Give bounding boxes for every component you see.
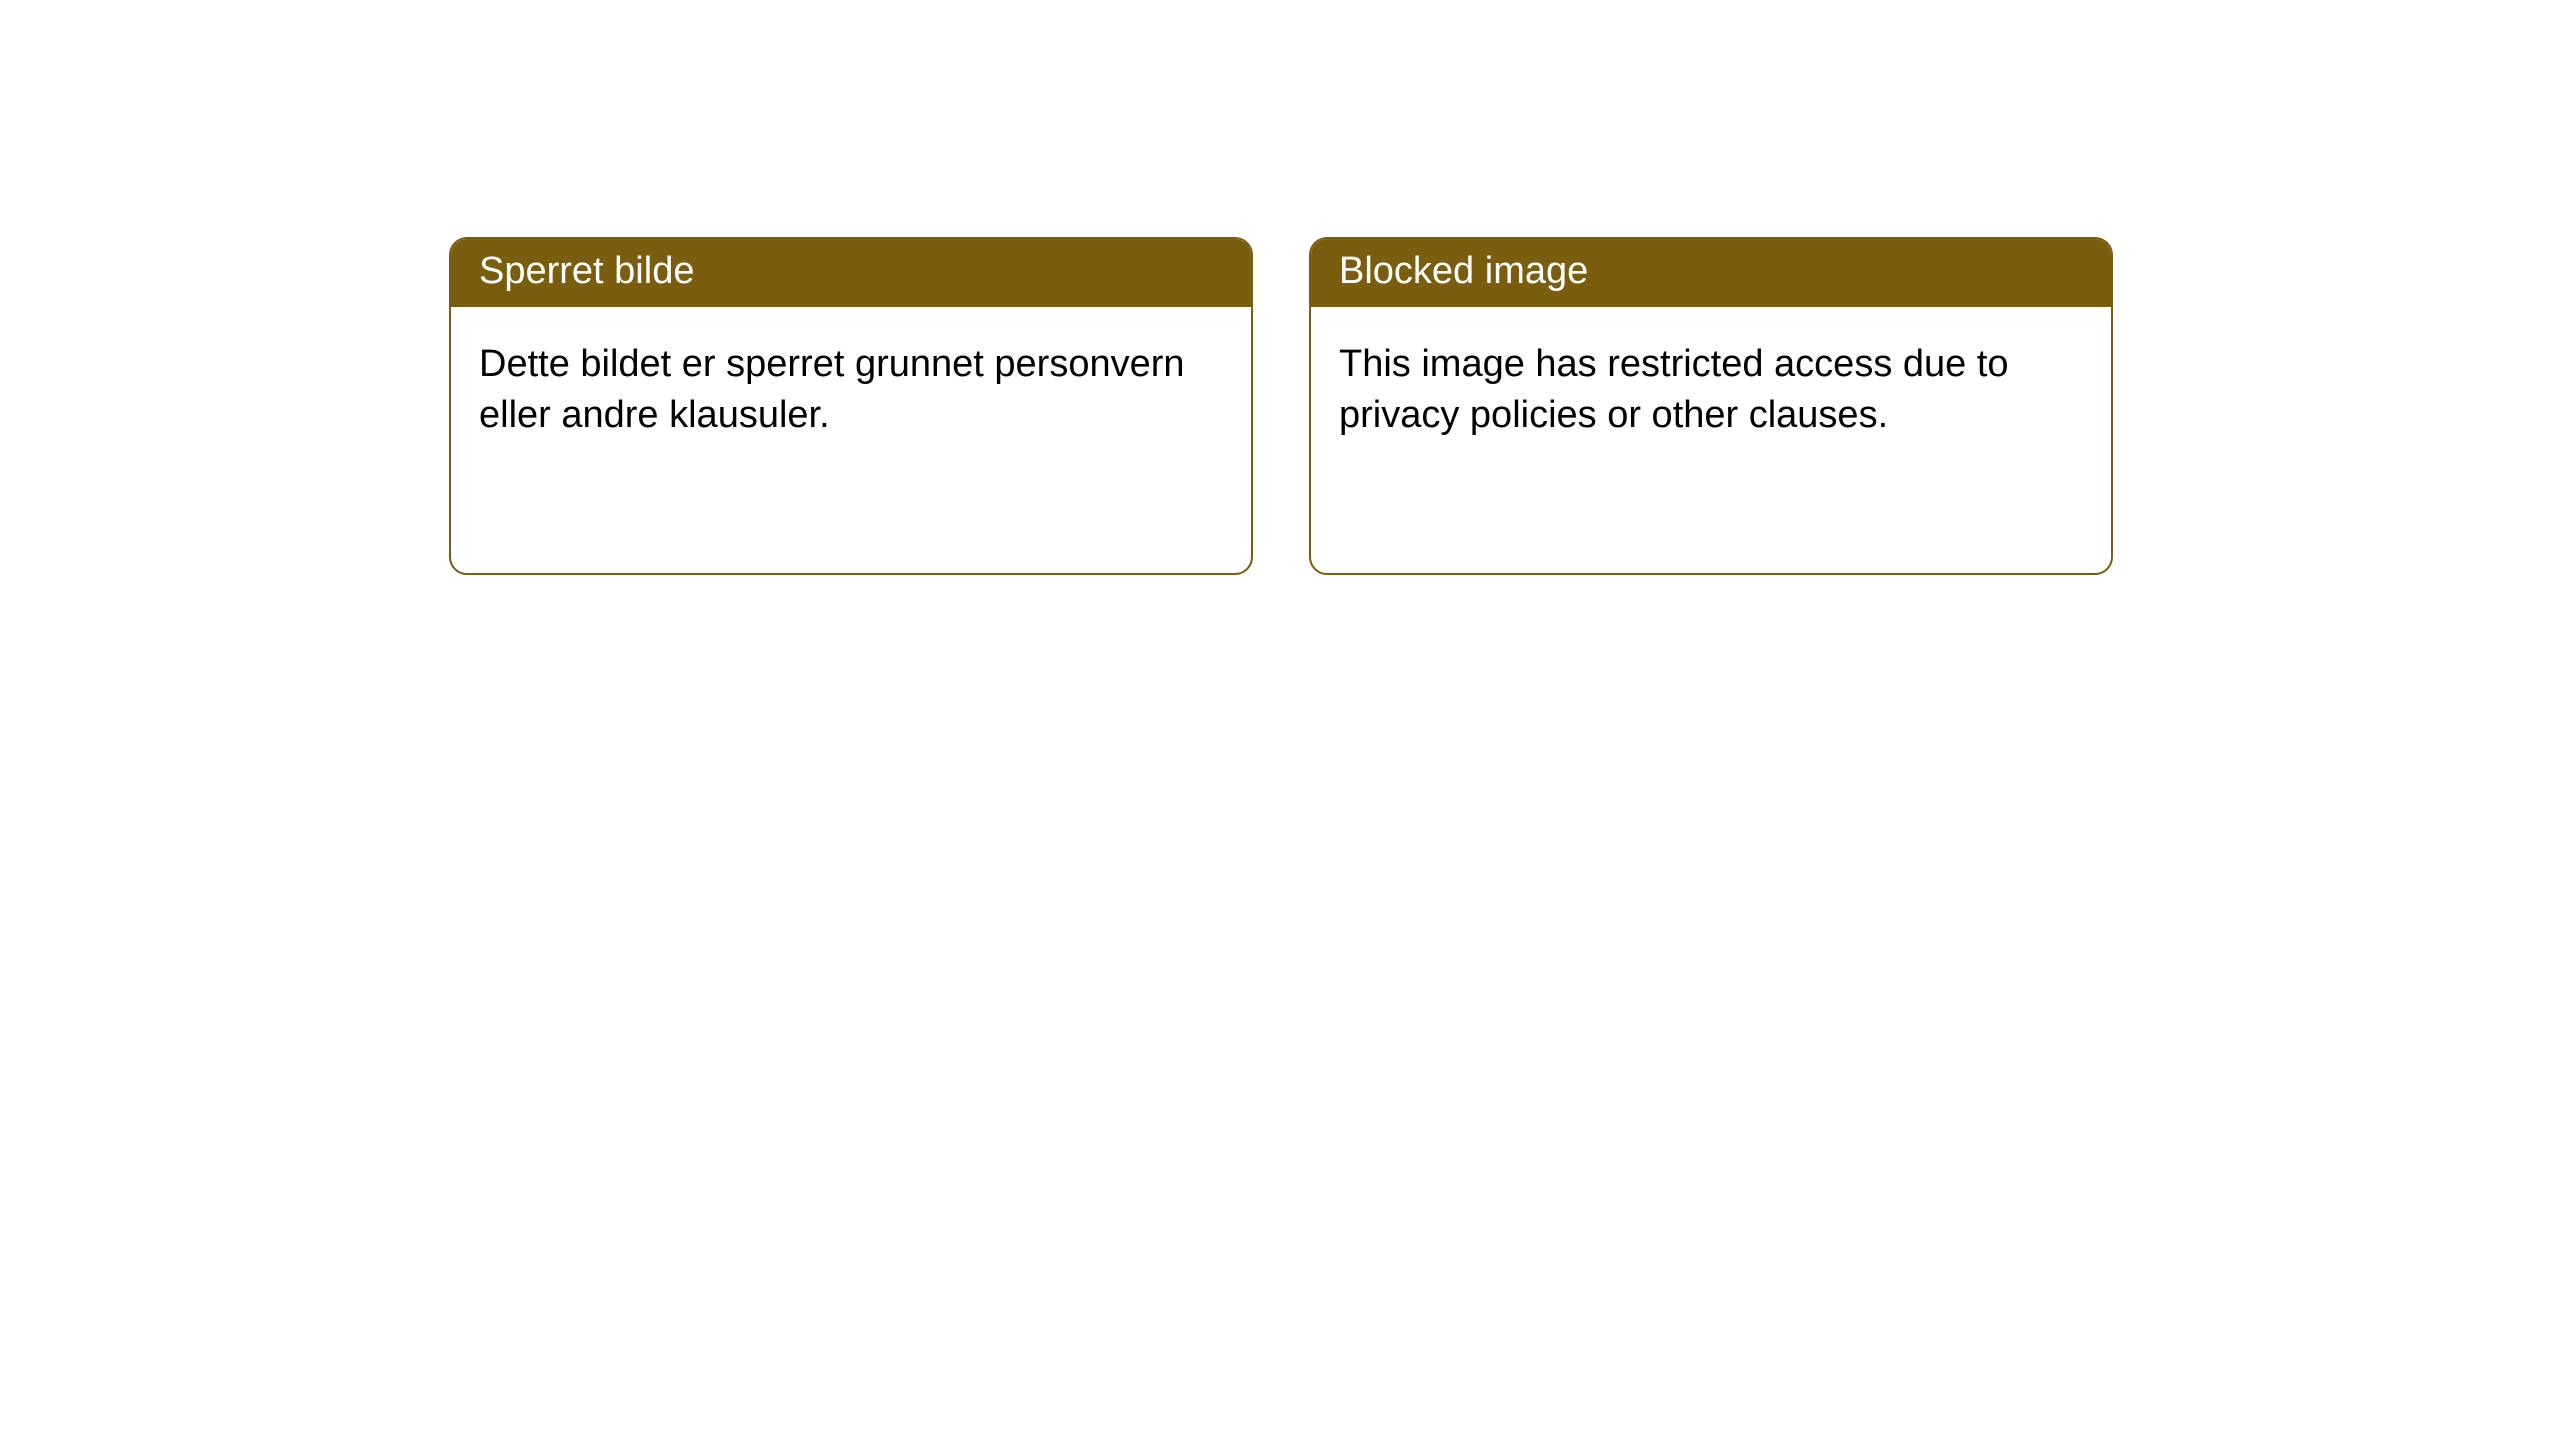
notice-title: Blocked image [1311, 239, 2111, 307]
notice-body-text: This image has restricted access due to … [1311, 307, 2111, 474]
notice-card-english: Blocked image This image has restricted … [1309, 237, 2113, 575]
notice-card-norwegian: Sperret bilde Dette bildet er sperret gr… [449, 237, 1253, 575]
notice-container: Sperret bilde Dette bildet er sperret gr… [449, 237, 2113, 575]
notice-title: Sperret bilde [451, 239, 1251, 307]
notice-body-text: Dette bildet er sperret grunnet personve… [451, 307, 1251, 474]
